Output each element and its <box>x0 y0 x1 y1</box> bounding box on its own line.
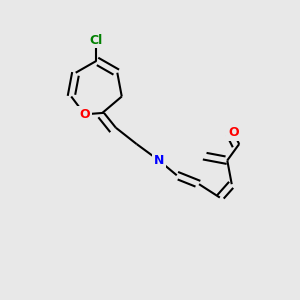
Text: N: N <box>154 154 164 167</box>
Text: Cl: Cl <box>90 34 103 46</box>
Text: O: O <box>228 126 238 139</box>
Text: O: O <box>79 108 90 121</box>
